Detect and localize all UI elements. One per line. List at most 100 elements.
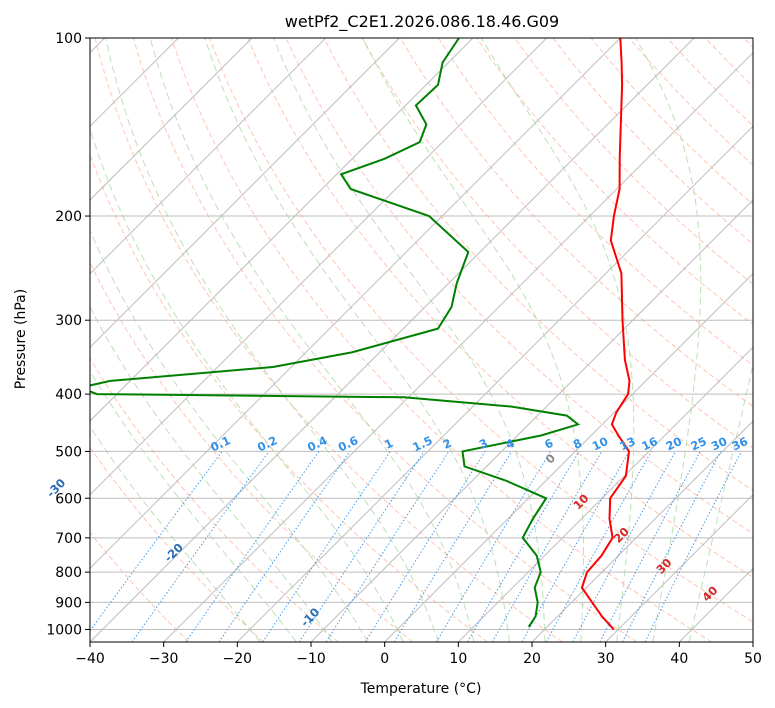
- mixing-ratio-line: [325, 451, 450, 642]
- mixing-ratio-line: [90, 451, 223, 632]
- isotherm-label: 40: [699, 583, 720, 604]
- x-tick-label: −10: [296, 651, 326, 667]
- dewpoint-line: [90, 38, 581, 628]
- moist-adiabat: [204, 38, 510, 642]
- mixing-ratio-label: 25: [688, 434, 708, 453]
- dry-adiabat: [437, 38, 753, 366]
- isotherm: [90, 38, 327, 275]
- x-tick-label: −20: [223, 651, 253, 667]
- dry-adiabat: [667, 38, 753, 127]
- moist-adiabat: [688, 361, 753, 642]
- dry-adiabat: [90, 531, 190, 642]
- mixing-ratio-line: [298, 451, 425, 642]
- x-tick-label: 10: [449, 651, 467, 667]
- mixing-ratio-label: 30: [709, 434, 729, 453]
- isotherm: [752, 641, 753, 642]
- mixing-ratio-line: [621, 451, 722, 642]
- mixing-ratio-line: [131, 451, 270, 642]
- isotherm: [90, 38, 621, 570]
- x-tick-label: 40: [670, 651, 688, 667]
- x-tick-label: 20: [523, 651, 541, 667]
- dry-adiabat: [90, 357, 339, 642]
- dry-adiabat: [209, 38, 753, 623]
- mixing-ratio-line: [364, 451, 486, 642]
- x-tick-label: 30: [597, 651, 615, 667]
- x-tick-label: 50: [744, 651, 762, 667]
- moist-adiabat: [149, 38, 475, 642]
- y-tick-label: 300: [55, 313, 82, 329]
- moist-adiabat: [90, 425, 261, 642]
- moist-adiabat: [90, 229, 369, 642]
- mixing-ratio-line: [393, 451, 513, 642]
- dry-adiabat: [705, 38, 753, 88]
- dry-adiabat: [90, 446, 264, 642]
- sounding-series: [90, 38, 631, 631]
- mixing-ratio-line: [218, 451, 351, 642]
- dry-adiabat: [323, 38, 753, 492]
- y-tick-label: 200: [55, 209, 82, 225]
- dry-adiabat: [743, 38, 753, 49]
- moist-adiabat: [635, 38, 702, 642]
- isotherm: [90, 38, 474, 422]
- mixing-ratio-line: [521, 451, 630, 642]
- dry-adiabat: [132, 38, 638, 642]
- isotherm-label: 10: [570, 491, 591, 512]
- mixing-ratio-label: 6: [542, 436, 555, 452]
- mixing-ratio-label: 20: [664, 434, 684, 453]
- dry-adiabat: [170, 38, 712, 642]
- y-tick-label: 700: [55, 531, 82, 547]
- isotherm: [531, 420, 753, 642]
- mixing-ratio-label: 36: [730, 434, 750, 453]
- isotherm-label: 0: [543, 451, 559, 467]
- isotherm: [90, 38, 548, 496]
- isotherm: [605, 493, 753, 642]
- dry-adiabat-label: -10: [298, 605, 323, 630]
- isotherm: [236, 125, 753, 642]
- axis-ticks: −40 −30 −20 −10 0 10 20 30 40 5010020030040050060…: [46, 31, 762, 667]
- mixing-ratio-label: 1: [382, 436, 395, 452]
- mixing-ratio-line: [185, 451, 320, 642]
- mixing-ratio-label: 8: [571, 436, 584, 452]
- background-grid: [90, 38, 753, 642]
- mixing-ratio-line: [262, 451, 391, 642]
- isotherm: [90, 38, 695, 642]
- dry-adiabat: [90, 153, 488, 642]
- mixing-ratio-label: 13: [617, 434, 637, 453]
- chart-title: wetPf2_C2E1.2026.086.18.46.G09: [285, 12, 559, 32]
- plot-frame: [89, 37, 754, 643]
- isotherm: [384, 272, 753, 642]
- mixing-ratio-line: [467, 451, 580, 642]
- y-tick-label: 500: [55, 444, 82, 460]
- dry-adiabat: [552, 38, 753, 245]
- mixing-ratio-line: [545, 451, 652, 642]
- dry-adiabat: [399, 38, 753, 408]
- y-tick-label: 800: [55, 565, 82, 581]
- dry-adiabat: [476, 38, 753, 326]
- moist-adiabat: [273, 38, 546, 642]
- y-tick-label: 100: [55, 31, 82, 47]
- mixing-ratio-line: [572, 451, 676, 642]
- x-tick-label: −40: [75, 651, 105, 667]
- moist-adiabat: [362, 38, 584, 642]
- mixing-ratio-line: [644, 451, 742, 642]
- dry-adiabat: [90, 261, 414, 642]
- moist-adiabat: [105, 38, 439, 642]
- dry-adiabat: [94, 38, 563, 642]
- dry-adiabat: [247, 38, 753, 578]
- y-tick-label: 600: [55, 491, 82, 507]
- mixing-ratio-label: 16: [639, 434, 659, 453]
- y-tick-label: 900: [55, 595, 82, 611]
- isotherm: [678, 567, 753, 642]
- moist-adiabat: [90, 126, 404, 642]
- temperature-line: [580, 38, 631, 631]
- y-axis-label: Pressure (hPa): [13, 289, 29, 389]
- dry-adiabat: [514, 38, 753, 285]
- isotherm: [163, 51, 753, 642]
- x-axis-label: Temperature (°C): [360, 681, 482, 697]
- mixing-ratio-label: 10: [590, 434, 610, 453]
- moist-adiabat: [480, 38, 635, 642]
- x-tick-label: 0: [380, 651, 389, 667]
- isotherm: [310, 199, 753, 642]
- mixing-ratio-line: [599, 451, 701, 642]
